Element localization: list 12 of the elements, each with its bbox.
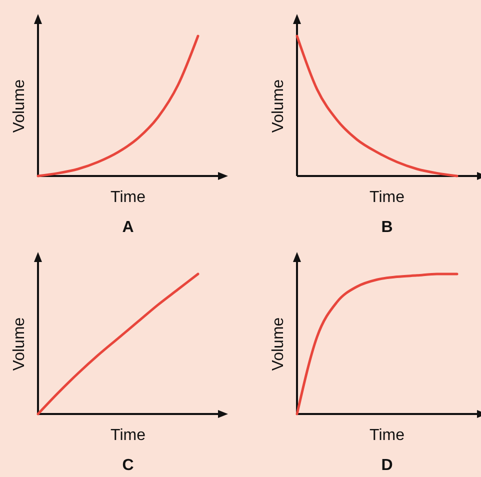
y-axis-title: Volume xyxy=(270,317,287,371)
x-axis-title: Time xyxy=(370,189,405,206)
text: D xyxy=(381,457,393,474)
y-axis-title: Volume xyxy=(11,317,28,371)
text: B xyxy=(381,219,393,236)
y-axis-title: Volume xyxy=(270,79,287,133)
text: A xyxy=(122,219,134,236)
x-axis-title: Time xyxy=(370,427,405,444)
text: C xyxy=(122,457,134,474)
x-axis-title: Time xyxy=(110,189,146,206)
y-axis-title: Volume xyxy=(11,79,28,133)
x-axis-title: Time xyxy=(110,427,146,444)
